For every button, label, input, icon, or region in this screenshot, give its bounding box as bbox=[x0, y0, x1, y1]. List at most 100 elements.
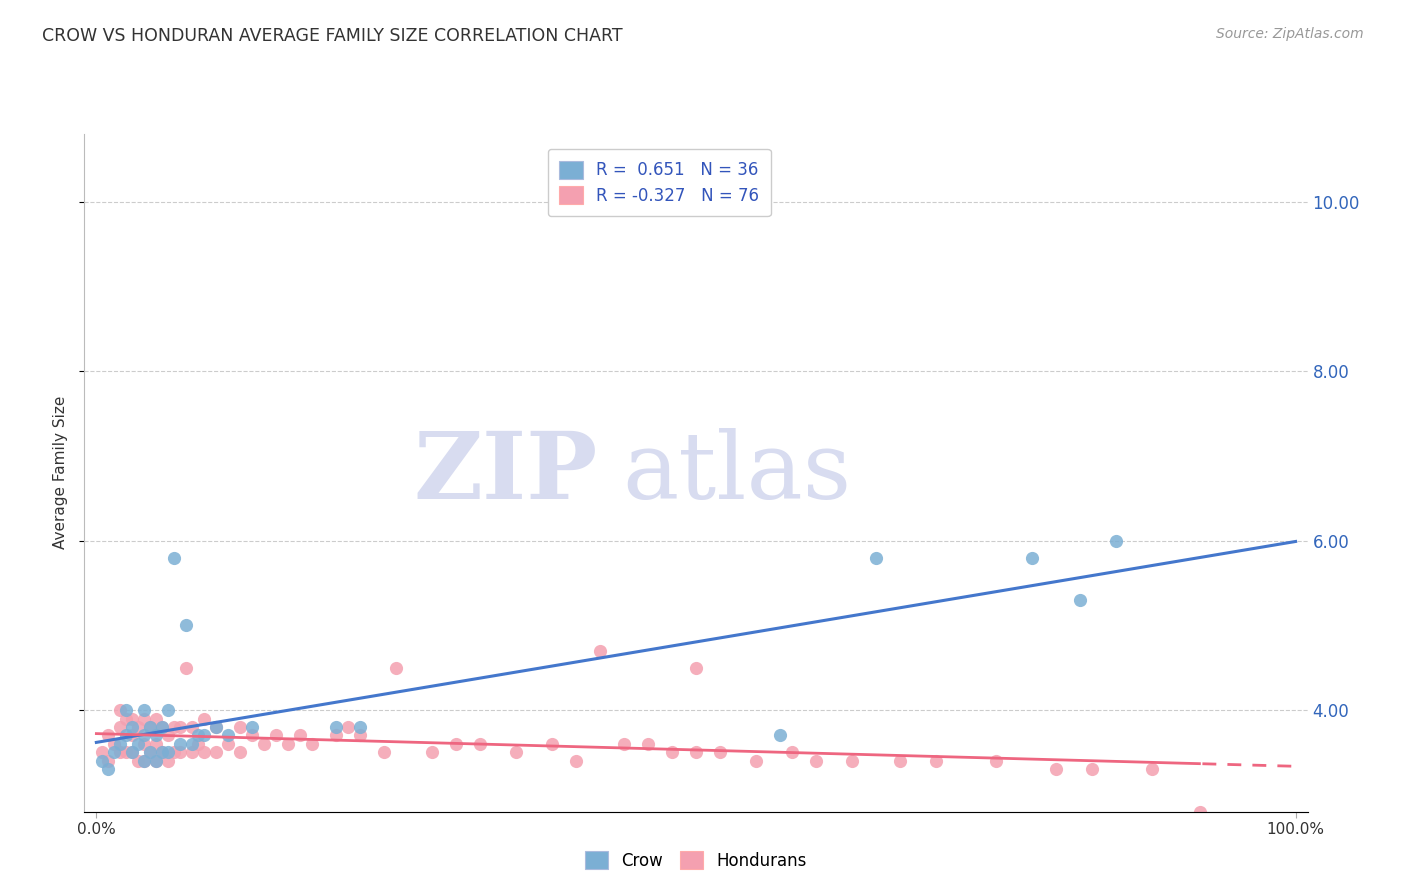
Point bbox=[925, 754, 948, 768]
Point bbox=[1021, 550, 1043, 565]
Point bbox=[127, 754, 149, 768]
Point bbox=[121, 746, 143, 760]
Point bbox=[174, 660, 197, 674]
Point bbox=[169, 737, 191, 751]
Point bbox=[145, 712, 167, 726]
Point bbox=[139, 746, 162, 760]
Text: CROW VS HONDURAN AVERAGE FAMILY SIZE CORRELATION CHART: CROW VS HONDURAN AVERAGE FAMILY SIZE COR… bbox=[42, 27, 623, 45]
Point bbox=[217, 737, 239, 751]
Point bbox=[889, 754, 911, 768]
Point bbox=[685, 660, 707, 674]
Point bbox=[193, 728, 215, 742]
Point bbox=[157, 746, 180, 760]
Point bbox=[385, 660, 408, 674]
Point bbox=[134, 728, 156, 742]
Point bbox=[127, 737, 149, 751]
Point bbox=[110, 720, 132, 734]
Point bbox=[110, 703, 132, 717]
Point bbox=[589, 644, 612, 658]
Point bbox=[115, 703, 138, 717]
Point bbox=[841, 754, 863, 768]
Point bbox=[139, 720, 162, 734]
Point bbox=[865, 550, 887, 565]
Text: atlas: atlas bbox=[623, 428, 852, 517]
Point bbox=[91, 754, 114, 768]
Point bbox=[240, 720, 263, 734]
Point bbox=[115, 746, 138, 760]
Point bbox=[205, 720, 228, 734]
Point bbox=[745, 754, 768, 768]
Point bbox=[661, 746, 683, 760]
Point bbox=[150, 720, 173, 734]
Point bbox=[121, 720, 143, 734]
Point bbox=[157, 728, 180, 742]
Point bbox=[277, 737, 299, 751]
Point bbox=[1188, 805, 1211, 819]
Point bbox=[97, 754, 120, 768]
Point bbox=[1080, 762, 1102, 776]
Point bbox=[1069, 592, 1091, 607]
Point bbox=[145, 728, 167, 742]
Point bbox=[780, 746, 803, 760]
Point bbox=[769, 728, 792, 742]
Point bbox=[1105, 533, 1128, 548]
Point bbox=[115, 728, 138, 742]
Point bbox=[229, 746, 252, 760]
Point bbox=[163, 746, 186, 760]
Point bbox=[134, 712, 156, 726]
Point bbox=[349, 728, 371, 742]
Point bbox=[163, 550, 186, 565]
Point bbox=[1045, 762, 1067, 776]
Text: ZIP: ZIP bbox=[413, 428, 598, 517]
Point bbox=[193, 712, 215, 726]
Point bbox=[349, 720, 371, 734]
Point bbox=[145, 737, 167, 751]
Point bbox=[150, 720, 173, 734]
Point bbox=[134, 737, 156, 751]
Point bbox=[139, 746, 162, 760]
Point bbox=[169, 746, 191, 760]
Point bbox=[115, 712, 138, 726]
Point bbox=[301, 737, 323, 751]
Point bbox=[110, 737, 132, 751]
Point bbox=[804, 754, 827, 768]
Point bbox=[110, 746, 132, 760]
Point bbox=[468, 737, 491, 751]
Point bbox=[637, 737, 659, 751]
Point bbox=[685, 746, 707, 760]
Point bbox=[157, 703, 180, 717]
Point bbox=[145, 754, 167, 768]
Point bbox=[505, 746, 527, 760]
Point bbox=[541, 737, 564, 751]
Point bbox=[127, 720, 149, 734]
Point bbox=[709, 746, 731, 760]
Point bbox=[134, 754, 156, 768]
Point bbox=[150, 746, 173, 760]
Point bbox=[134, 754, 156, 768]
Point bbox=[103, 746, 125, 760]
Point bbox=[169, 720, 191, 734]
Point bbox=[187, 728, 209, 742]
Text: Source: ZipAtlas.com: Source: ZipAtlas.com bbox=[1216, 27, 1364, 41]
Point bbox=[91, 746, 114, 760]
Point bbox=[97, 728, 120, 742]
Legend: Crow, Hondurans: Crow, Hondurans bbox=[576, 843, 815, 878]
Point bbox=[150, 746, 173, 760]
Point bbox=[337, 720, 360, 734]
Point bbox=[205, 746, 228, 760]
Point bbox=[240, 728, 263, 742]
Point bbox=[103, 737, 125, 751]
Point bbox=[217, 728, 239, 742]
Y-axis label: Average Family Size: Average Family Size bbox=[53, 396, 69, 549]
Point bbox=[157, 754, 180, 768]
Point bbox=[121, 746, 143, 760]
Point bbox=[121, 712, 143, 726]
Point bbox=[613, 737, 636, 751]
Point bbox=[121, 728, 143, 742]
Point bbox=[174, 618, 197, 632]
Point bbox=[193, 746, 215, 760]
Point bbox=[205, 720, 228, 734]
Point bbox=[187, 737, 209, 751]
Point bbox=[163, 720, 186, 734]
Point bbox=[145, 754, 167, 768]
